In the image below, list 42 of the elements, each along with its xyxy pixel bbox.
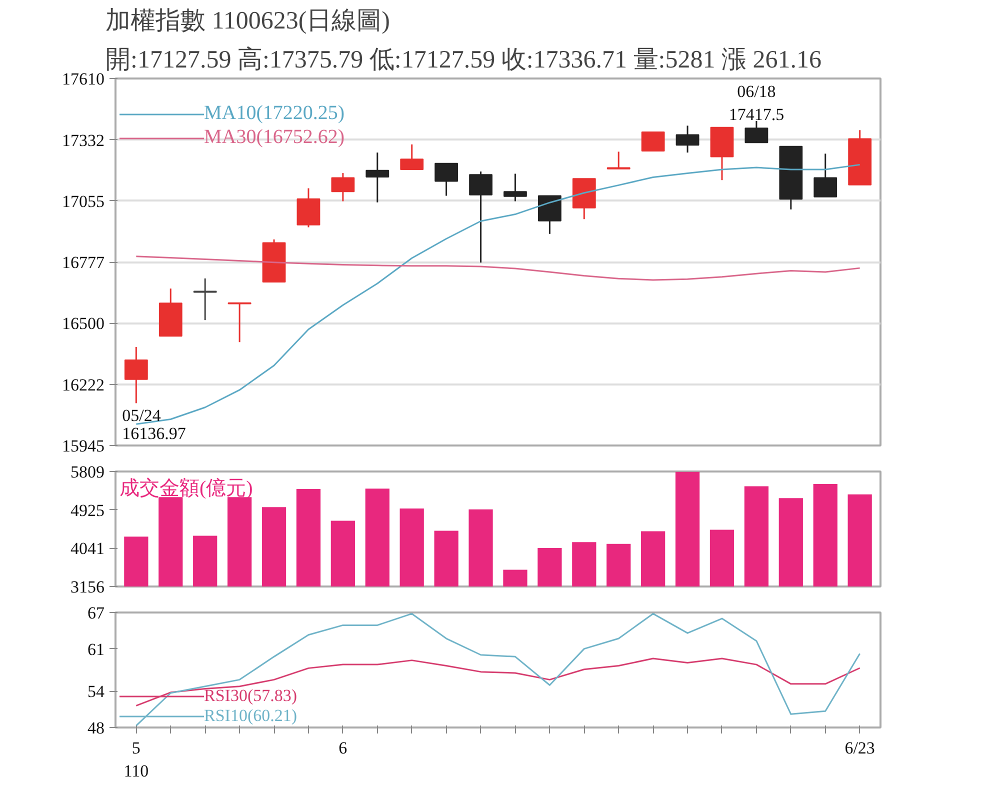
y-tick-label: 67	[88, 604, 105, 622]
legend-label: MA10(17220.25)	[204, 102, 345, 125]
candlestick	[193, 278, 217, 321]
y-tick-label: 17332	[62, 130, 104, 150]
x-tick-label: 6/23	[844, 738, 875, 758]
series-label: 成交金額(億元)	[120, 478, 253, 500]
candlestick	[434, 162, 458, 197]
candlestick	[606, 150, 630, 170]
y-tick-label: 4925	[70, 500, 104, 520]
y-tick-label: 61	[88, 640, 104, 659]
candlestick	[744, 120, 768, 144]
candlestick	[124, 346, 148, 404]
y-tick-label: 48	[88, 718, 104, 738]
annotation: 06/18 17417.5	[728, 82, 784, 124]
y-tick-label: 15945	[62, 436, 104, 456]
annotation: 05/24 16136.97	[122, 406, 186, 444]
y-tick-label: 4041	[70, 539, 104, 558]
line-series	[135, 256, 861, 281]
y-tick-label: 54	[88, 682, 105, 702]
legend-label: RSI10(60.21)	[204, 706, 298, 726]
legend-label: RSI30(57.83)	[204, 686, 298, 706]
y-tick-label: 17055	[62, 192, 104, 211]
candlestick	[400, 144, 424, 170]
y-tick-label: 16777	[62, 253, 105, 272]
candlestick	[814, 152, 838, 198]
y-tick-label: 16500	[62, 314, 104, 334]
y-tick-label: 3156	[70, 578, 104, 596]
y-tick-label: 17610	[62, 70, 104, 88]
candlestick	[676, 124, 700, 154]
candlestick	[331, 172, 355, 202]
chart-title: 加權指數 1100623(日線圖)	[106, 8, 390, 34]
candlestick	[228, 302, 252, 343]
chart-subtitle: 開:17127.59 高:17375.79 低:17127.59 收:17336.71 量:5281 漲 261.16	[106, 46, 822, 74]
x-tick-label: 5 110	[124, 738, 149, 780]
candlestick	[469, 170, 492, 264]
y-tick-label: 16222	[62, 375, 104, 394]
candlestick	[504, 172, 527, 202]
y-tick-label: 5809	[70, 462, 104, 482]
candlestick	[641, 132, 665, 152]
legend-label: MA30(16752.62)	[204, 126, 345, 149]
candlestick	[366, 152, 390, 204]
x-tick-label: 6	[338, 738, 348, 758]
